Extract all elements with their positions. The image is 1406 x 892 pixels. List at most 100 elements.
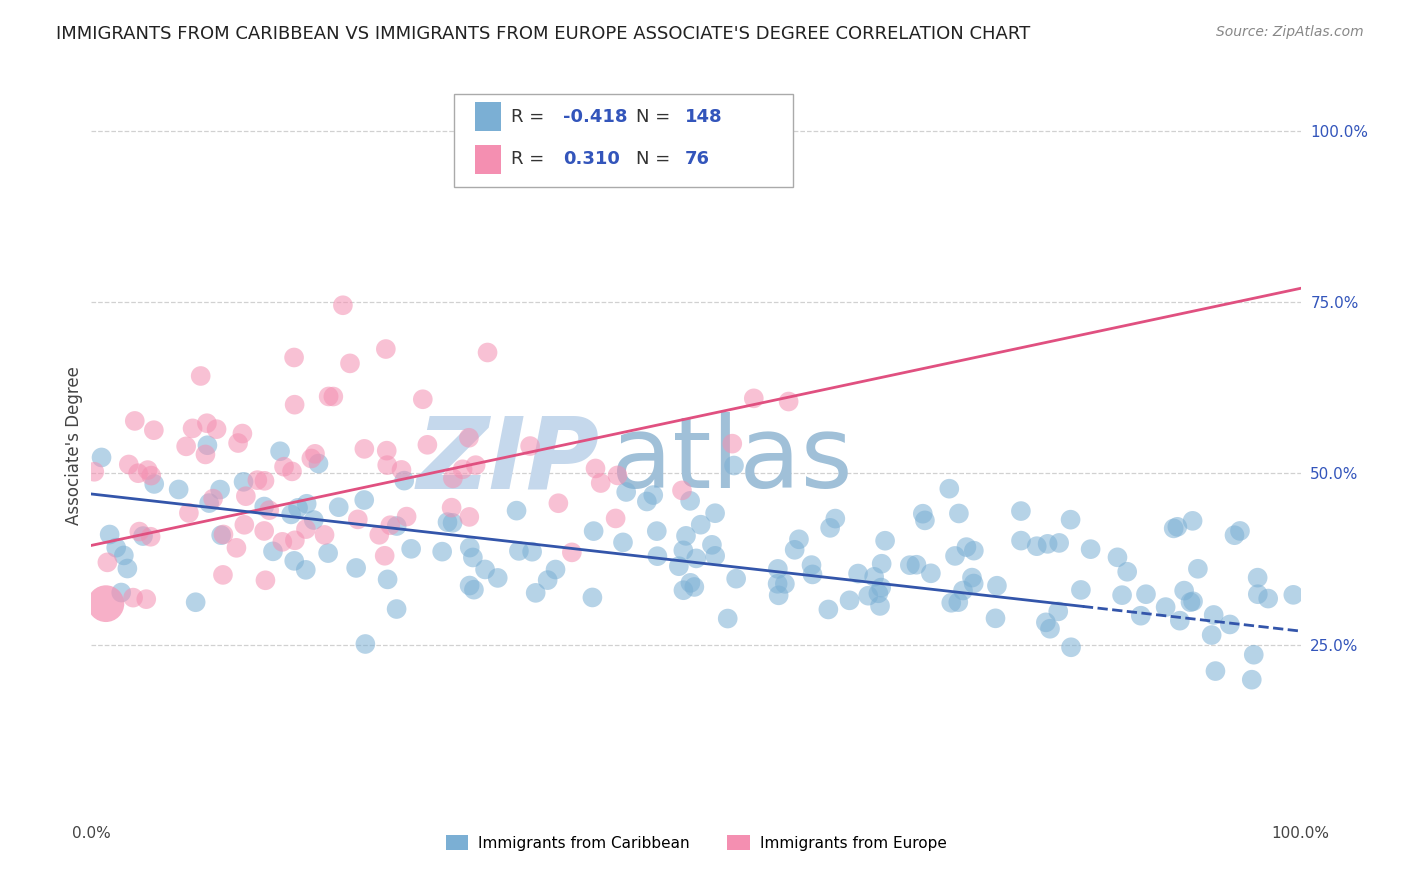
Point	[295, 522, 318, 536]
Point	[118, 458, 141, 472]
Point	[287, 500, 309, 515]
Point	[262, 544, 284, 558]
Point	[1187, 562, 1209, 576]
Point	[280, 508, 302, 522]
Point	[399, 541, 422, 556]
Point	[960, 571, 983, 585]
Text: R =: R =	[510, 108, 550, 126]
FancyBboxPatch shape	[454, 95, 793, 187]
Point	[205, 422, 228, 436]
Point	[332, 298, 354, 312]
Text: atlas: atlas	[612, 412, 853, 509]
Point	[195, 416, 218, 430]
Point	[177, 506, 200, 520]
Point	[742, 392, 765, 406]
Point	[209, 528, 232, 542]
Point	[1129, 608, 1152, 623]
Point	[1223, 528, 1246, 542]
Point	[1246, 571, 1268, 585]
Point	[582, 524, 605, 538]
Point	[869, 599, 891, 613]
Point	[304, 447, 326, 461]
Point	[385, 602, 408, 616]
Point	[537, 573, 560, 587]
Point	[135, 592, 157, 607]
Point	[689, 517, 711, 532]
Point	[458, 578, 481, 592]
Point	[636, 494, 658, 508]
Point	[128, 524, 150, 539]
Point	[508, 544, 530, 558]
Point	[441, 516, 464, 530]
Point	[246, 473, 269, 487]
Point	[1010, 504, 1032, 518]
Point	[717, 611, 740, 625]
Text: 148: 148	[685, 108, 723, 126]
Point	[451, 462, 474, 476]
Point	[458, 431, 481, 445]
Point	[606, 468, 628, 483]
Point	[392, 474, 415, 488]
Point	[198, 496, 221, 510]
Point	[1229, 524, 1251, 538]
Text: 0.310: 0.310	[562, 151, 620, 169]
Point	[314, 528, 336, 542]
Text: Source: ZipAtlas.com: Source: ZipAtlas.com	[1216, 25, 1364, 39]
Point	[271, 534, 294, 549]
Point	[283, 351, 305, 365]
Point	[858, 589, 880, 603]
Point	[647, 549, 669, 564]
Point	[328, 500, 350, 515]
Bar	[475, 103, 502, 130]
Point	[1282, 588, 1305, 602]
Point	[725, 572, 748, 586]
Point	[1135, 587, 1157, 601]
Point	[235, 489, 257, 503]
Point	[585, 461, 607, 475]
Point	[645, 524, 668, 538]
Point	[818, 521, 841, 535]
Point	[547, 496, 569, 510]
Point	[184, 595, 207, 609]
Point	[920, 566, 942, 581]
Point	[614, 485, 637, 500]
Point	[318, 389, 340, 403]
Point	[668, 559, 690, 574]
Point	[441, 471, 464, 485]
Point	[283, 554, 305, 568]
Y-axis label: Associate's Degree: Associate's Degree	[65, 367, 83, 525]
Point	[800, 558, 823, 573]
Point	[778, 394, 800, 409]
Point	[898, 558, 921, 573]
Point	[870, 581, 893, 595]
Point	[870, 557, 893, 571]
Point	[721, 436, 744, 450]
Point	[368, 528, 391, 542]
Point	[675, 529, 697, 543]
Point	[430, 544, 453, 558]
Point	[254, 574, 277, 588]
Point	[416, 438, 439, 452]
Point	[581, 591, 603, 605]
Point	[212, 567, 235, 582]
Point	[679, 494, 702, 508]
Point	[1182, 594, 1205, 608]
Point	[520, 545, 543, 559]
Point	[911, 507, 934, 521]
Point	[868, 586, 890, 600]
Point	[524, 586, 547, 600]
Point	[561, 545, 583, 559]
Point	[1240, 673, 1263, 687]
Point	[1181, 514, 1204, 528]
Point	[112, 549, 135, 563]
Point	[1243, 648, 1265, 662]
Point	[322, 390, 344, 404]
Point	[110, 585, 132, 599]
Point	[194, 447, 217, 461]
Point	[339, 356, 361, 370]
Point	[612, 535, 634, 549]
Point	[458, 510, 481, 524]
Point	[273, 459, 295, 474]
Point	[122, 591, 145, 605]
Point	[98, 527, 121, 541]
